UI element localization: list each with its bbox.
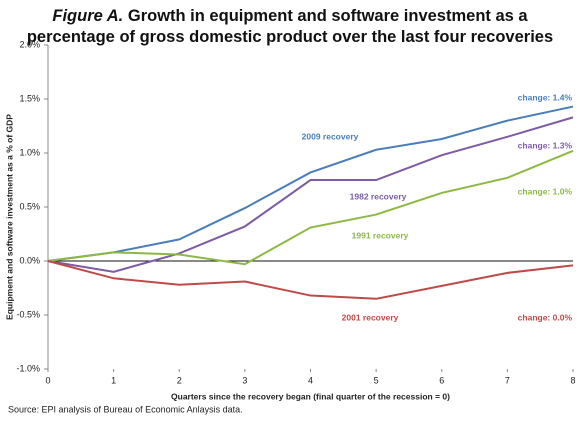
- change-label: change: 1.0%: [518, 186, 573, 196]
- change-label: change: 1.3%: [518, 140, 573, 150]
- series-label: 1982 recovery: [350, 191, 407, 201]
- y-tick-label: -0.5%: [16, 309, 40, 319]
- x-tick-label: 5: [374, 375, 379, 385]
- y-tick-label: -1.0%: [16, 363, 40, 373]
- x-tick-label: 0: [45, 375, 50, 385]
- y-tick-label: 0.5%: [19, 201, 40, 211]
- chart-title: Figure A. Growth in equipment and softwa…: [20, 6, 560, 48]
- x-tick-label: 8: [570, 375, 575, 385]
- y-axis-title: Equipment and software investment as a %…: [4, 114, 14, 320]
- y-tick-label: 0.0%: [19, 255, 40, 265]
- x-tick-label: 2: [177, 375, 182, 385]
- change-label: change: 1.4%: [518, 92, 573, 102]
- change-label: change: 0.0%: [518, 312, 573, 322]
- y-tick-label: 2.0%: [19, 39, 40, 49]
- series-label: 2009 recovery: [302, 131, 359, 141]
- figure-label: Figure A.: [52, 7, 124, 25]
- y-tick-label: 1.5%: [19, 93, 40, 103]
- series-label: 2001 recovery: [342, 312, 399, 322]
- x-tick-label: 7: [505, 375, 510, 385]
- title-text: Growth in equipment and software investm…: [26, 7, 554, 46]
- series-line: [47, 260, 574, 300]
- x-tick-label: 6: [439, 375, 444, 385]
- series-line: [47, 116, 574, 273]
- series-line: [47, 105, 574, 262]
- x-tick-label: 4: [308, 375, 313, 385]
- series-label: 1991 recovery: [352, 230, 409, 240]
- series-line: [47, 149, 574, 266]
- x-tick-label: 3: [242, 375, 247, 385]
- x-tick-label: 1: [111, 375, 116, 385]
- source-note: Source: EPI analysis of Bureau of Econom…: [8, 404, 243, 414]
- x-axis-title: Quarters since the recovery began (final…: [171, 391, 450, 401]
- y-tick-label: 1.0%: [19, 147, 40, 157]
